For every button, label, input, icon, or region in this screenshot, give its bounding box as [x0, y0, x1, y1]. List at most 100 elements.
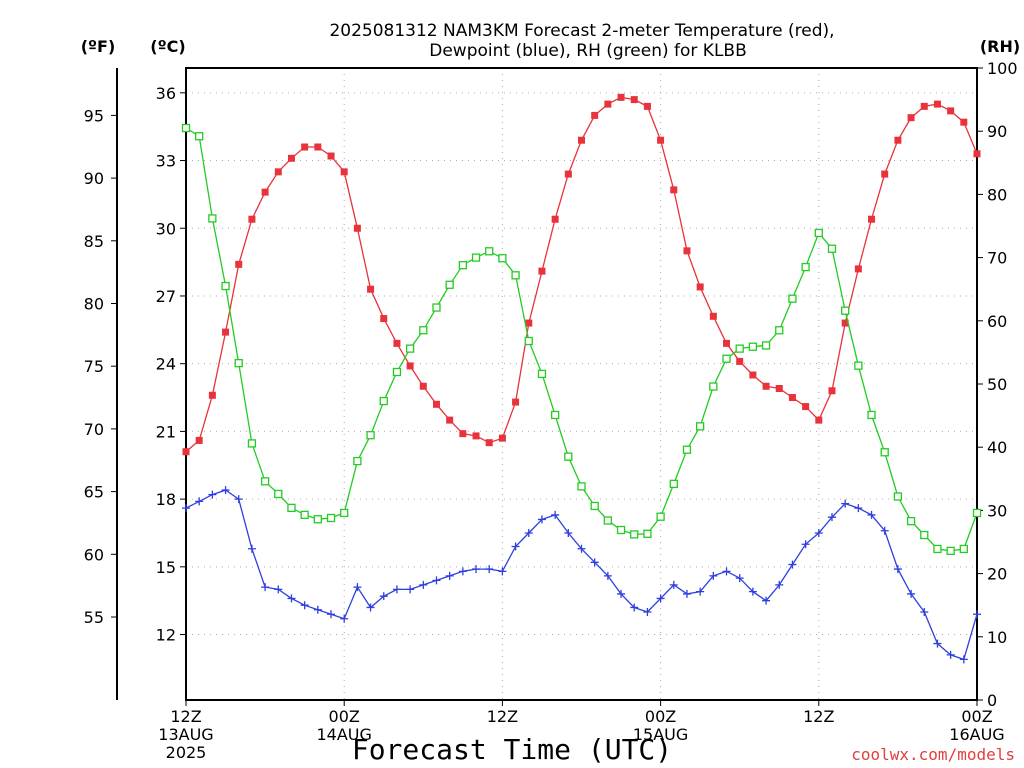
rh-point: [643, 529, 652, 538]
temperature-point: [828, 387, 836, 395]
dewpoint-point: [841, 499, 850, 508]
rh-point: [906, 516, 916, 526]
rh-tick-label: 40: [987, 438, 1007, 457]
rh-point: [775, 326, 784, 335]
rh-point: [946, 546, 955, 555]
dewpoint-point: [933, 639, 942, 648]
dewpoint-point: [630, 603, 639, 612]
time-tick-label: 13AUG: [158, 725, 213, 744]
rh-point: [274, 489, 283, 499]
dewpoint-point: [234, 495, 243, 504]
dewpoint-point: [261, 583, 270, 592]
temperature-point: [762, 382, 770, 390]
temperature-point: [432, 400, 440, 408]
rh-point: [234, 358, 243, 368]
dewpoint-point: [893, 565, 902, 574]
dewpoint-point: [854, 504, 863, 513]
rh-point: [696, 422, 705, 431]
dewpoint-point: [406, 585, 415, 594]
temperature-point: [933, 100, 941, 108]
dewpoint-point: [920, 607, 929, 616]
celsius-tick-label: 21: [156, 422, 176, 441]
celsius-tick-label: 18: [156, 490, 176, 509]
temperature-point: [696, 283, 704, 291]
rh-point: [247, 439, 257, 448]
time-tick-label: 16AUG: [949, 725, 1004, 744]
dewpoint-point: [762, 596, 771, 605]
rh-point: [788, 294, 797, 303]
rh-point: [537, 369, 547, 379]
temperature-point: [340, 168, 348, 176]
dewpoint-point: [973, 610, 981, 619]
rh-point: [208, 214, 217, 223]
dewpoint-point: [247, 544, 256, 553]
celsius-tick-label: 33: [156, 152, 176, 171]
temperature-point: [393, 339, 401, 347]
temperature-point: [709, 312, 717, 320]
celsius-tick-label: 24: [156, 355, 176, 374]
rh-tick-label: 50: [987, 375, 1007, 394]
temperature-point: [446, 416, 454, 424]
rh-point: [524, 336, 533, 346]
dewpoint-point: [221, 486, 230, 495]
rh-axis-unit: (RH): [980, 37, 1020, 56]
fahrenheit-tick-label: 85: [84, 232, 104, 251]
fahrenheit-tick-label: 55: [84, 608, 104, 627]
temperature-point: [670, 186, 678, 194]
dewpoint-point: [669, 580, 678, 589]
temperature-point: [657, 136, 665, 144]
rh-point: [366, 431, 375, 440]
dewpoint-point: [907, 589, 916, 598]
temperature-point: [749, 371, 757, 379]
dewpoint-point: [537, 515, 546, 524]
fahrenheit-tick-label: 90: [84, 169, 104, 188]
dewpoint-point: [748, 587, 757, 596]
dewpoint-point: [208, 490, 217, 499]
temperature-point: [525, 319, 533, 327]
rh-point: [511, 271, 520, 280]
dewpoint-point: [432, 576, 441, 585]
dewpoint-point: [603, 571, 612, 580]
celsius-tick-label: 36: [156, 84, 176, 103]
dewpoint-point: [379, 592, 388, 601]
temperature-point: [973, 150, 981, 158]
chart-title-line-2: Dewpoint (blue), RH (green) for KLBB: [429, 41, 747, 61]
dewpoint-point: [682, 589, 691, 598]
rh-point: [458, 261, 468, 270]
dewpoint-point: [709, 571, 718, 580]
temperature-point: [683, 247, 691, 255]
fahrenheit-tick-label: 65: [84, 483, 104, 502]
rh-point: [392, 367, 402, 377]
temperature-point: [841, 319, 849, 327]
time-tick-label: 14AUG: [316, 725, 371, 744]
dewpoint-point: [498, 567, 507, 576]
dewpoint-point: [775, 580, 784, 589]
dewpoint-point: [564, 528, 573, 537]
dewpoint-series: [182, 486, 981, 664]
temperature-point: [920, 102, 928, 110]
rh-point: [972, 508, 982, 518]
time-tick-label: 12Z: [170, 707, 201, 726]
temperature-point: [182, 448, 190, 456]
rh-point: [577, 482, 586, 491]
dewpoint-point: [946, 650, 955, 659]
temperature-point: [604, 100, 612, 108]
dewpoint-point: [867, 510, 876, 519]
rh-point: [893, 492, 903, 501]
dewpoint-point: [643, 607, 652, 616]
rh-point: [405, 344, 415, 353]
temperature-point: [907, 114, 915, 122]
rh-point: [340, 508, 349, 518]
dewpoint-point: [182, 504, 190, 513]
celsius-tick-label: 12: [156, 626, 176, 645]
temperature-point: [261, 188, 269, 196]
rh-point: [630, 530, 639, 539]
dewpoint-point: [590, 558, 599, 567]
temperature-point: [287, 154, 295, 162]
dewpoint-point: [511, 542, 520, 551]
temperature-point: [498, 434, 506, 442]
temperature-point: [208, 391, 216, 399]
rh-point: [735, 344, 744, 353]
rh-point: [287, 503, 296, 513]
